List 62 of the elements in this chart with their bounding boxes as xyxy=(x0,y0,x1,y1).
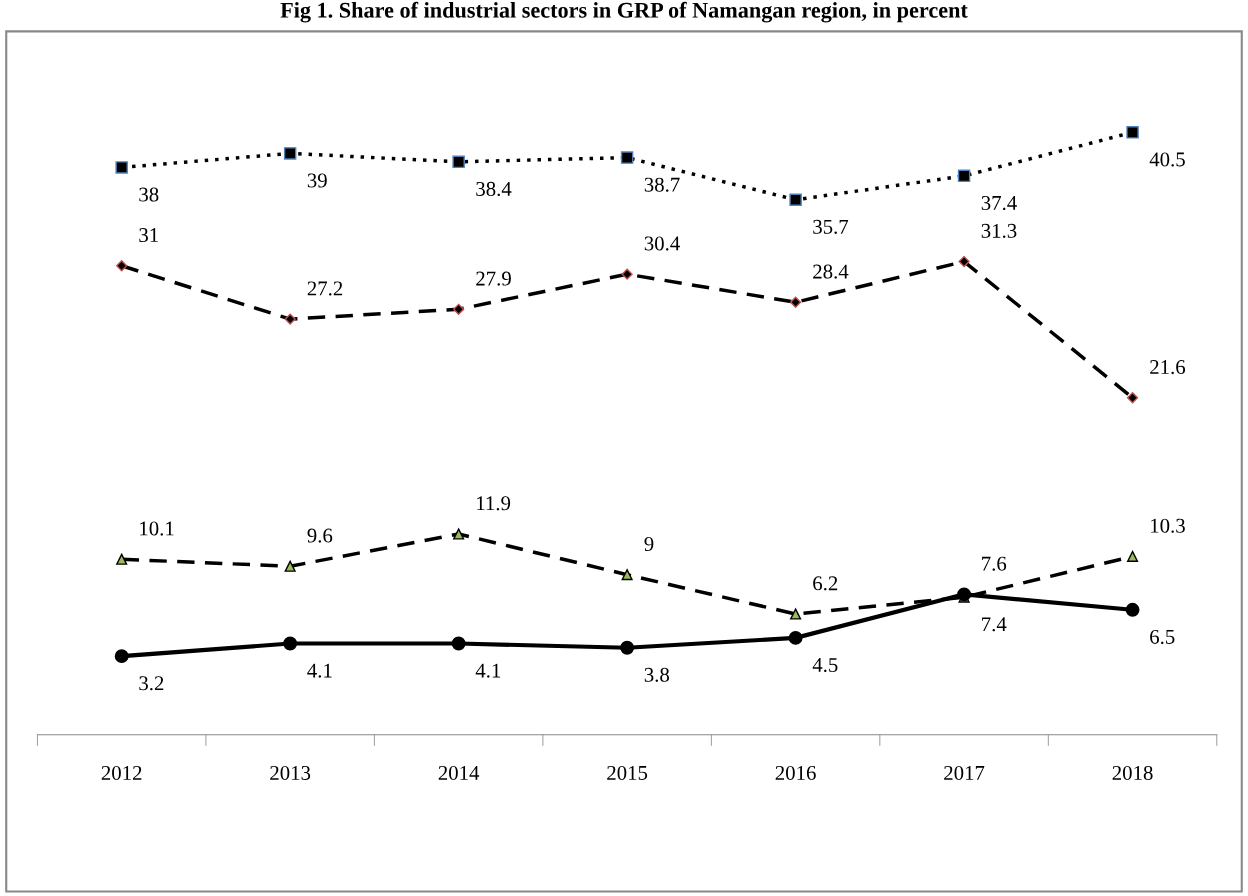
data-label: 38 xyxy=(139,187,159,202)
point xyxy=(114,649,129,664)
data-label: 35.7 xyxy=(813,219,849,234)
data-label: 6.2 xyxy=(813,576,838,591)
data-label: 4.5 xyxy=(812,658,838,673)
data-label: 9 xyxy=(644,537,654,552)
x-tick-label: 2012 xyxy=(101,765,142,780)
point xyxy=(116,553,128,565)
data-label: 27.9 xyxy=(476,271,511,286)
point xyxy=(790,608,802,620)
point xyxy=(453,303,465,315)
point xyxy=(453,528,465,540)
data-label: 11.9 xyxy=(477,496,511,511)
x-tick-label: 2016 xyxy=(775,765,816,780)
data-label: 4.1 xyxy=(475,663,501,678)
point xyxy=(789,193,802,206)
point xyxy=(1126,392,1139,404)
point xyxy=(115,161,128,174)
data-label: 9.6 xyxy=(307,528,333,543)
point xyxy=(621,268,633,280)
data-label: 7.6 xyxy=(982,556,1007,571)
point xyxy=(958,255,970,268)
chart-title: Fig 1. Share of industrial sectors in GRP of Namangan region, in percent xyxy=(280,1,968,23)
data-label: 3.2 xyxy=(139,676,164,691)
data-label: 39 xyxy=(307,173,327,188)
data-label: 30.4 xyxy=(644,236,680,251)
point xyxy=(620,640,635,655)
point xyxy=(283,147,297,160)
data-label: 10.1 xyxy=(140,521,174,536)
data-label: 28.4 xyxy=(813,264,849,279)
point xyxy=(621,569,633,581)
data-label: 21.6 xyxy=(1150,360,1186,375)
x-tick-label: 2014 xyxy=(438,765,480,780)
data-label: 27.2 xyxy=(307,281,343,296)
data-label: 40.5 xyxy=(1149,152,1185,167)
point xyxy=(620,151,634,164)
data-label: 38.7 xyxy=(644,177,680,192)
x-tick-label: 2013 xyxy=(270,765,311,780)
data-label: 31.3 xyxy=(981,223,1017,238)
point xyxy=(283,636,298,651)
point xyxy=(284,560,296,572)
data-label: 38.4 xyxy=(476,181,512,197)
point xyxy=(451,636,466,651)
data-label: 7.4 xyxy=(982,617,1007,632)
point xyxy=(957,169,971,183)
point xyxy=(1127,550,1139,562)
x-tick-label: 2015 xyxy=(607,765,648,780)
point xyxy=(788,630,803,645)
point xyxy=(1125,602,1140,617)
point xyxy=(789,296,802,308)
point xyxy=(1126,126,1139,139)
data-label: 4.1 xyxy=(307,663,332,678)
x-tick-label: 2018 xyxy=(1112,765,1153,780)
point xyxy=(284,313,296,325)
point xyxy=(452,155,465,169)
data-label: 10.3 xyxy=(1151,518,1185,533)
data-label: 3.8 xyxy=(644,667,670,682)
data-label: 31 xyxy=(139,228,158,243)
x-tick-label: 2017 xyxy=(944,765,985,780)
data-label: 37.4 xyxy=(981,195,1017,211)
data-label: 6.5 xyxy=(1150,629,1175,644)
point xyxy=(116,260,128,272)
